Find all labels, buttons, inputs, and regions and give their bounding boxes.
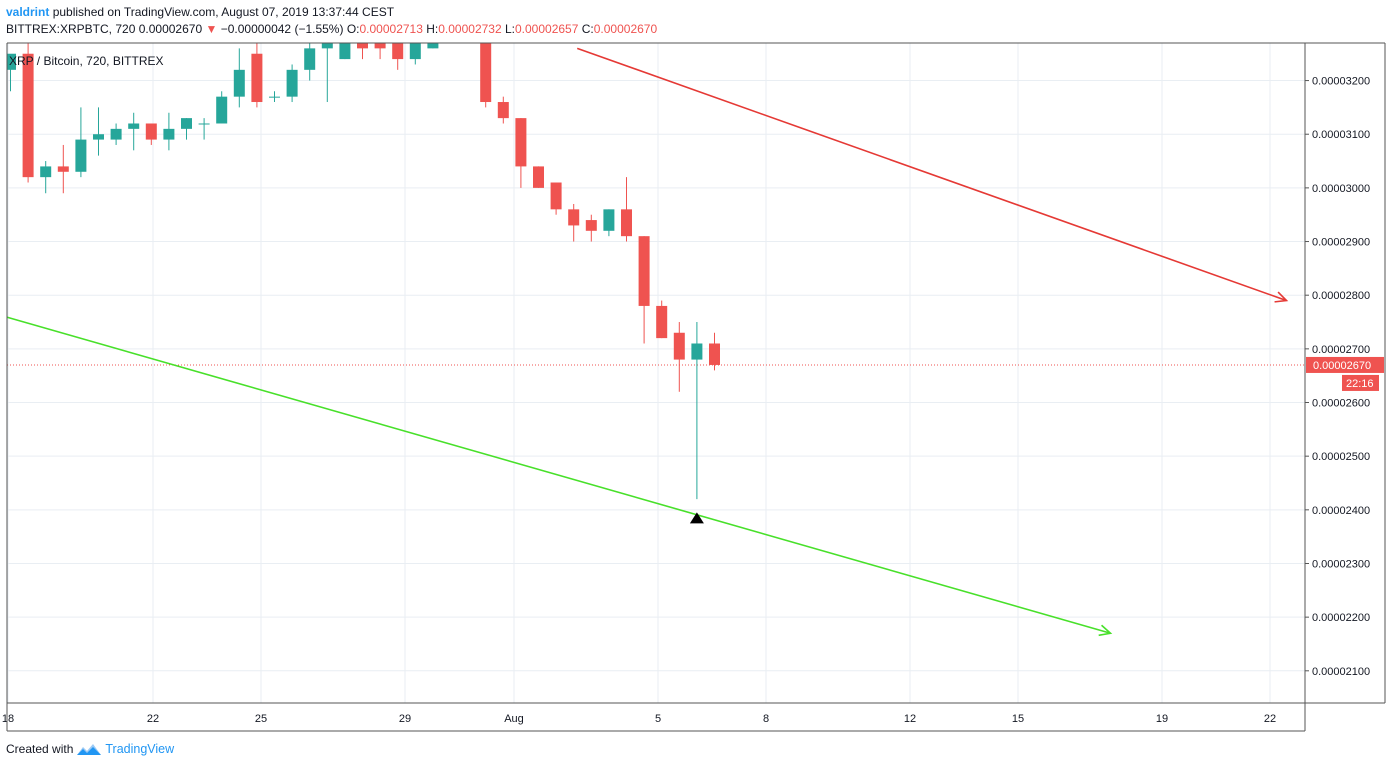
x-tick-label: 12	[904, 713, 916, 725]
candle-body	[7, 53, 16, 70]
candle-body	[216, 96, 228, 124]
candle-body	[339, 43, 351, 60]
y-tick-label: 0.00002500	[1312, 451, 1370, 463]
x-tick-label: 15	[1012, 713, 1024, 725]
close-label: C:	[581, 22, 594, 36]
up-arrow-marker	[689, 512, 704, 524]
tradingview-logo-icon	[77, 744, 102, 755]
candle-body	[40, 166, 52, 178]
candle-body	[709, 343, 720, 365]
price-tag-box	[1306, 356, 1384, 373]
green-trendline	[7, 316, 1111, 635]
candle-body	[357, 43, 368, 49]
candle-body	[515, 118, 527, 167]
y-tick-label: 0.00003100	[1312, 129, 1370, 141]
candle-body	[251, 53, 263, 103]
candle-body	[145, 123, 157, 140]
high-value: 0.00002732	[438, 22, 502, 36]
y-tick-label: 0.00002200	[1312, 612, 1370, 624]
red-trendline	[576, 47, 1287, 302]
published-text: published on TradingView.com, August 07,…	[52, 5, 395, 19]
candle-body	[497, 102, 509, 119]
candle-body	[198, 123, 210, 125]
candle-body	[691, 343, 703, 360]
candle-body	[22, 53, 34, 178]
red-trendline-arrowhead	[1274, 291, 1289, 303]
last-price: 0.00002670	[138, 22, 203, 36]
candle-body	[57, 166, 69, 172]
countdown-label: 22:16	[1346, 378, 1374, 390]
candles	[7, 43, 720, 500]
candle-body	[550, 182, 562, 210]
x-tick-label: 5	[655, 713, 661, 725]
candle-body	[128, 123, 140, 129]
green-trendline-arrowhead	[1098, 624, 1113, 637]
candle-body	[286, 69, 298, 97]
candle-body	[374, 43, 386, 49]
y-tick-label: 0.00002400	[1312, 505, 1370, 517]
candle-body	[585, 220, 597, 231]
created-with-text: Created with	[6, 742, 74, 756]
candle-body	[427, 43, 439, 49]
high-label: H:	[426, 22, 439, 36]
y-tick-label: 0.00003200	[1312, 76, 1370, 88]
close-value: 0.00002670	[593, 22, 658, 36]
candle-body	[409, 43, 421, 60]
candle-body	[321, 43, 333, 49]
plot-area	[7, 43, 1305, 703]
x-tick-label: 18	[2, 713, 14, 725]
candle-body	[656, 305, 668, 339]
symbol-label: BITTREX:XRPBTC, 720	[6, 22, 136, 36]
candle-body	[93, 134, 104, 140]
candle-body	[568, 209, 580, 226]
tradingview-brand[interactable]: TradingView	[105, 742, 175, 756]
ohlc-line: BITTREX:XRPBTC, 720 0.00002670 ▼ −0.0000…	[6, 22, 657, 36]
y-tick-label: 0.00002300	[1312, 558, 1370, 570]
candle-body	[75, 139, 87, 172]
y-tick-label: 0.00002100	[1312, 666, 1370, 678]
open-value: 0.00002713	[359, 22, 423, 36]
y-tick-label: 0.00002900	[1312, 237, 1370, 249]
candle-body	[304, 48, 316, 70]
y-tick-label: 0.00002700	[1312, 344, 1370, 356]
candle-body	[269, 96, 280, 98]
candle-body	[638, 236, 650, 306]
countdown-box	[1342, 374, 1379, 391]
low-label: L:	[504, 22, 515, 36]
candle-body	[233, 69, 245, 97]
x-tick-label: 22	[147, 713, 159, 725]
candle-body	[392, 43, 404, 60]
grid	[7, 43, 1305, 703]
x-tick-label: Aug	[504, 713, 524, 725]
y-tick-label: 0.00002800	[1312, 290, 1370, 302]
candle-body	[181, 118, 192, 129]
trendlines	[7, 47, 1289, 637]
open-label: O:	[346, 22, 360, 36]
candle-body	[621, 209, 632, 237]
change-down-icon: ▼	[205, 22, 218, 36]
x-tick-label: 19	[1156, 713, 1168, 725]
candle-body	[603, 209, 615, 231]
x-tick-label: 22	[1264, 713, 1276, 725]
axes: 18 22 25 29 Aug 5 8 12 15 19 22 0.00003200 0.0000310…	[2, 42, 1386, 732]
candle-body	[110, 128, 122, 140]
price-tag: 0.00002670	[1313, 360, 1371, 372]
candle-body	[533, 166, 544, 188]
y-tick-label: 0.00002600	[1312, 398, 1370, 410]
x-tick-label: 8	[763, 713, 769, 725]
candle-body	[480, 43, 492, 103]
x-tick-label: 25	[255, 713, 267, 725]
candle-body	[163, 128, 175, 140]
footer: Created with TradingView	[6, 742, 174, 756]
publish-line: valdrint published on TradingView.com, A…	[6, 5, 394, 19]
price-change: −0.00000042 (−1.55%)	[220, 22, 344, 36]
candle-body	[673, 332, 685, 360]
y-tick-label: 0.00003000	[1312, 183, 1370, 195]
x-tick-label: 29	[399, 713, 411, 725]
author-name[interactable]: valdrint	[6, 5, 50, 19]
low-value: 0.00002657	[515, 22, 579, 36]
chart-legend: XRP / Bitcoin, 720, BITTREX	[9, 54, 164, 68]
